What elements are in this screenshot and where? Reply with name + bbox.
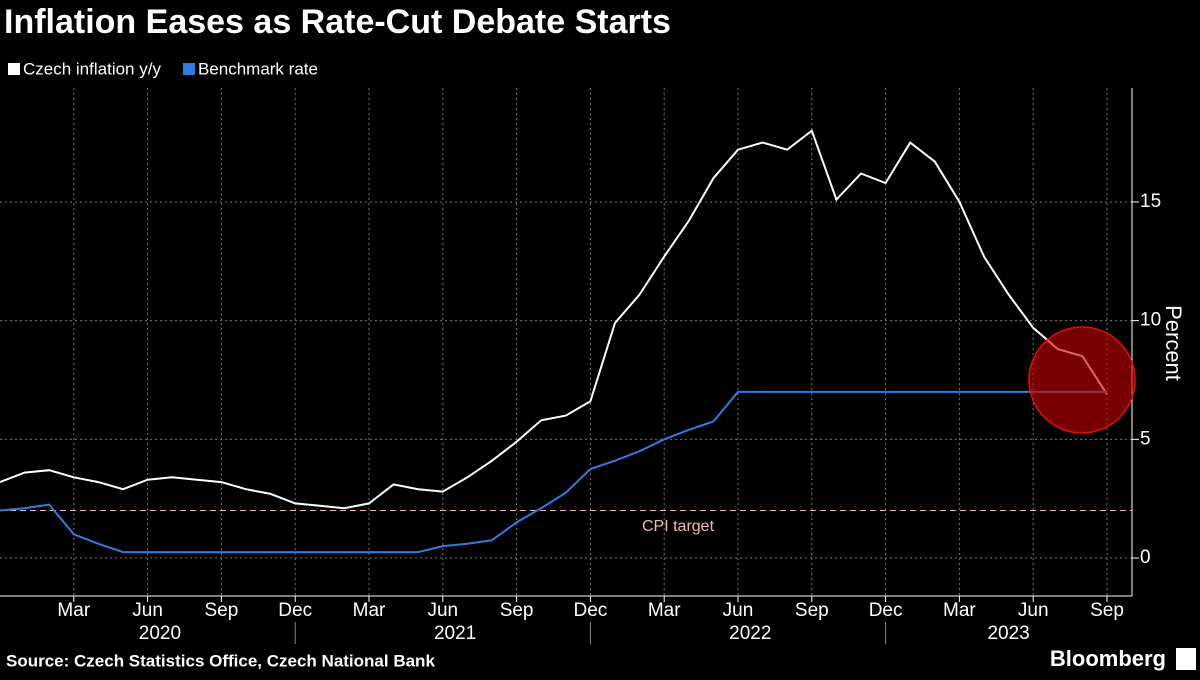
legend-swatch: [8, 63, 20, 75]
plot: 0 5 10 15 Mar Jun Sep Dec Mar Jun Sep Dec Mar Jun Sep D…: [0, 88, 1161, 644]
source: Source: Czech Statistics Office, Czech N…: [6, 651, 435, 670]
series-line: [0, 129, 1108, 510]
y-tick-label: 0: [1140, 547, 1151, 568]
year-label: 2023: [987, 623, 1029, 644]
x-tick-label: Sep: [795, 600, 829, 621]
y-tick-label: 10: [1140, 310, 1161, 331]
x-tick-label: Mar: [943, 600, 976, 621]
x-tick-label: Jun: [1018, 600, 1049, 621]
x-tick-label: Dec: [574, 600, 608, 621]
x-tick-label: Jun: [723, 600, 754, 621]
year-label: 2020: [139, 623, 181, 644]
year-label: 2021: [434, 623, 476, 644]
brand: Bloomberg: [1050, 646, 1166, 671]
x-tick-label: Jun: [427, 600, 458, 621]
series-line: [0, 390, 1107, 554]
x-tick-label: Dec: [869, 600, 903, 621]
legend-label: Benchmark rate: [198, 59, 318, 78]
y-tick-label: 5: [1140, 428, 1151, 449]
x-tick-label: Sep: [1090, 600, 1124, 621]
x-tick-label: Mar: [57, 600, 90, 621]
brand-icon: [1176, 648, 1196, 670]
y-axis-label: Percent: [1161, 305, 1186, 381]
target-label: CPI target: [642, 518, 715, 535]
x-tick-label: Mar: [648, 600, 681, 621]
legend-swatch: [182, 63, 195, 75]
year-label: 2022: [729, 623, 771, 644]
x-tick-label: Sep: [500, 600, 534, 621]
chart-title: Inflation Eases as Rate-Cut Debate Start…: [4, 3, 671, 41]
highlight-circle: [1028, 326, 1136, 434]
x-tick-label: Dec: [278, 600, 312, 621]
x-tick-label: Jun: [132, 600, 163, 621]
legend-label: Czech inflation y/y: [23, 59, 161, 78]
y-tick-label: 15: [1140, 191, 1161, 212]
x-tick-label: Sep: [204, 600, 238, 621]
x-tick-label: Mar: [353, 600, 386, 621]
